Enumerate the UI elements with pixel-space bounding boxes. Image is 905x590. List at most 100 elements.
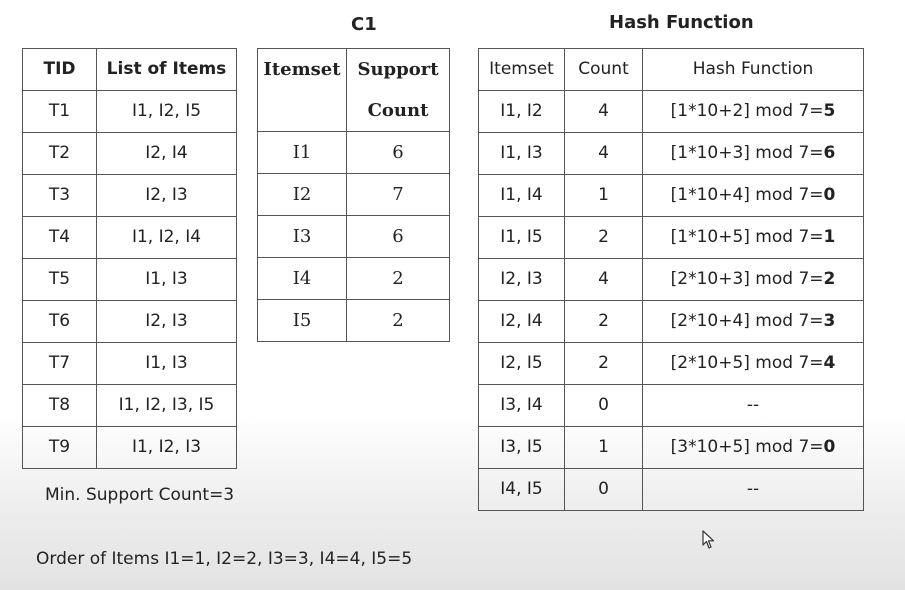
table-row: I2, I5 2 [2*10+5] mod 7=4 — [478, 342, 864, 385]
column-header: Itemset — [478, 48, 565, 91]
tid-cell: T3 — [22, 174, 97, 217]
tid-cell: T1 — [22, 90, 97, 133]
hash-function-cell: [1*10+5] mod 7=1 — [642, 216, 864, 259]
column-header: Hash Function — [642, 48, 864, 91]
hash-expression: [1*10+3] mod 7= — [670, 143, 824, 163]
table-row: I1, I4 1 [1*10+4] mod 7=0 — [478, 174, 864, 217]
tid-cell: T5 — [22, 258, 97, 301]
column-header: Count — [564, 48, 643, 91]
hash-expression: -- — [746, 479, 760, 499]
table-row: I1, I3 4 [1*10+3] mod 7=6 — [478, 132, 864, 175]
hash-expression: -- — [746, 395, 760, 415]
tid-cell: T7 — [22, 342, 97, 385]
table-row: I1, I2 4 [1*10+2] mod 7=5 — [478, 90, 864, 133]
itemset-cell: I2, I5 — [478, 342, 565, 385]
itemset-cell: I3 — [257, 215, 347, 258]
count-cell: 4 — [564, 90, 643, 133]
itemset-cell: I1, I2 — [478, 90, 565, 133]
items-cell: I1, I2, I4 — [96, 216, 237, 259]
mouse-pointer-icon — [702, 530, 716, 554]
tid-cell: T6 — [22, 300, 97, 343]
hash-function-cell: [2*10+4] mod 7=3 — [642, 300, 864, 343]
table-row: T9 I1, I2, I3 — [22, 426, 237, 469]
itemset-cell: I4, I5 — [478, 468, 565, 511]
hash-function-table: Itemset Count Hash Function I1, I2 4 [1*10… — [478, 48, 864, 511]
itemset-cell: I2, I3 — [478, 258, 565, 301]
itemset-cell: I3, I5 — [478, 426, 565, 469]
transactions-table: TID List of Items T1 I1, I2, I5 T2 I2, I4 T3… — [22, 48, 237, 469]
itemset-cell: I2 — [257, 173, 347, 216]
count-cell: 2 — [564, 216, 643, 259]
support-count-cell: 6 — [346, 131, 450, 174]
column-header-count: Count — [346, 90, 450, 132]
count-cell: 1 — [564, 426, 643, 469]
table-row: I4 2 — [257, 257, 450, 300]
table-row: T6 I2, I3 — [22, 300, 237, 343]
itemset-cell: I1 — [257, 131, 347, 174]
items-cell: I2, I3 — [96, 174, 237, 217]
table-row: T4 I1, I2, I4 — [22, 216, 237, 259]
order-of-items-note: Order of Items I1=1, I2=2, I3=3, I4=4, I… — [36, 549, 413, 569]
c1-title: C1 — [351, 14, 377, 35]
items-cell: I1, I2, I5 — [96, 90, 237, 133]
bucket-number: 1 — [823, 227, 836, 247]
bucket-number: 4 — [823, 353, 836, 373]
column-header-itemset: Itemset — [257, 48, 347, 90]
table-row: T1 I1, I2, I5 — [22, 90, 237, 133]
tid-cell: T2 — [22, 132, 97, 175]
bucket-number: 2 — [823, 269, 836, 289]
table-row: T3 I2, I3 — [22, 174, 237, 217]
support-count-cell: 6 — [346, 215, 450, 258]
table-row: I2 7 — [257, 173, 450, 216]
count-cell: 0 — [564, 468, 643, 511]
hash-expression: [1*10+2] mod 7= — [670, 101, 824, 121]
table-row: I4, I5 0 -- — [478, 468, 864, 511]
table-row: I3, I4 0 -- — [478, 384, 864, 427]
bucket-number: 6 — [823, 143, 836, 163]
bucket-number: 5 — [823, 101, 836, 121]
hash-expression: [2*10+4] mod 7= — [670, 311, 824, 331]
itemset-cell: I5 — [257, 299, 347, 342]
items-cell: I2, I4 — [96, 132, 237, 175]
bucket-number: 3 — [823, 311, 836, 331]
table-row: I3 6 — [257, 215, 450, 258]
table-row: T2 I2, I4 — [22, 132, 237, 175]
support-count-cell: 2 — [346, 257, 450, 300]
column-header: TID — [22, 48, 97, 91]
items-cell: I1, I2, I3, I5 — [96, 384, 237, 427]
table-header-row: Itemset Support — [257, 48, 450, 90]
hash-function-cell: -- — [642, 384, 864, 427]
column-header: List of Items — [96, 48, 237, 91]
bucket-number: 0 — [823, 185, 836, 205]
table-row: T8 I1, I2, I3, I5 — [22, 384, 237, 427]
hash-function-cell: [1*10+4] mod 7=0 — [642, 174, 864, 217]
table-row: I1 6 — [257, 131, 450, 174]
itemset-cell: I1, I3 — [478, 132, 565, 175]
hash-expression: [3*10+5] mod 7= — [670, 437, 824, 457]
bucket-number: 0 — [823, 437, 836, 457]
support-count-cell: 7 — [346, 173, 450, 216]
count-cell: 4 — [564, 132, 643, 175]
table-header-row: TID List of Items — [22, 48, 237, 91]
hash-function-cell: [1*10+2] mod 7=5 — [642, 90, 864, 133]
hash-function-title: Hash Function — [609, 12, 754, 33]
tid-cell: T8 — [22, 384, 97, 427]
count-cell: 2 — [564, 300, 643, 343]
items-cell: I1, I3 — [96, 342, 237, 385]
c1-candidate-table: Itemset Support Count I1 6 I2 7 I3 6 I4 2 I5 2 — [257, 48, 450, 342]
table-header-row: Count — [257, 90, 450, 132]
itemset-cell: I1, I5 — [478, 216, 565, 259]
itemset-cell: I1, I4 — [478, 174, 565, 217]
hash-expression: [2*10+5] mod 7= — [670, 353, 824, 373]
items-cell: I1, I2, I3 — [96, 426, 237, 469]
hash-expression: [2*10+3] mod 7= — [670, 269, 824, 289]
table-row: T7 I1, I3 — [22, 342, 237, 385]
table-row: I3, I5 1 [3*10+5] mod 7=0 — [478, 426, 864, 469]
support-count-cell: 2 — [346, 299, 450, 342]
itemset-cell: I4 — [257, 257, 347, 300]
min-support-note: Min. Support Count=3 — [45, 485, 235, 505]
table-row: I5 2 — [257, 299, 450, 342]
itemset-cell: I3, I4 — [478, 384, 565, 427]
hash-expression: [1*10+5] mod 7= — [670, 227, 824, 247]
hash-function-cell: [2*10+5] mod 7=4 — [642, 342, 864, 385]
